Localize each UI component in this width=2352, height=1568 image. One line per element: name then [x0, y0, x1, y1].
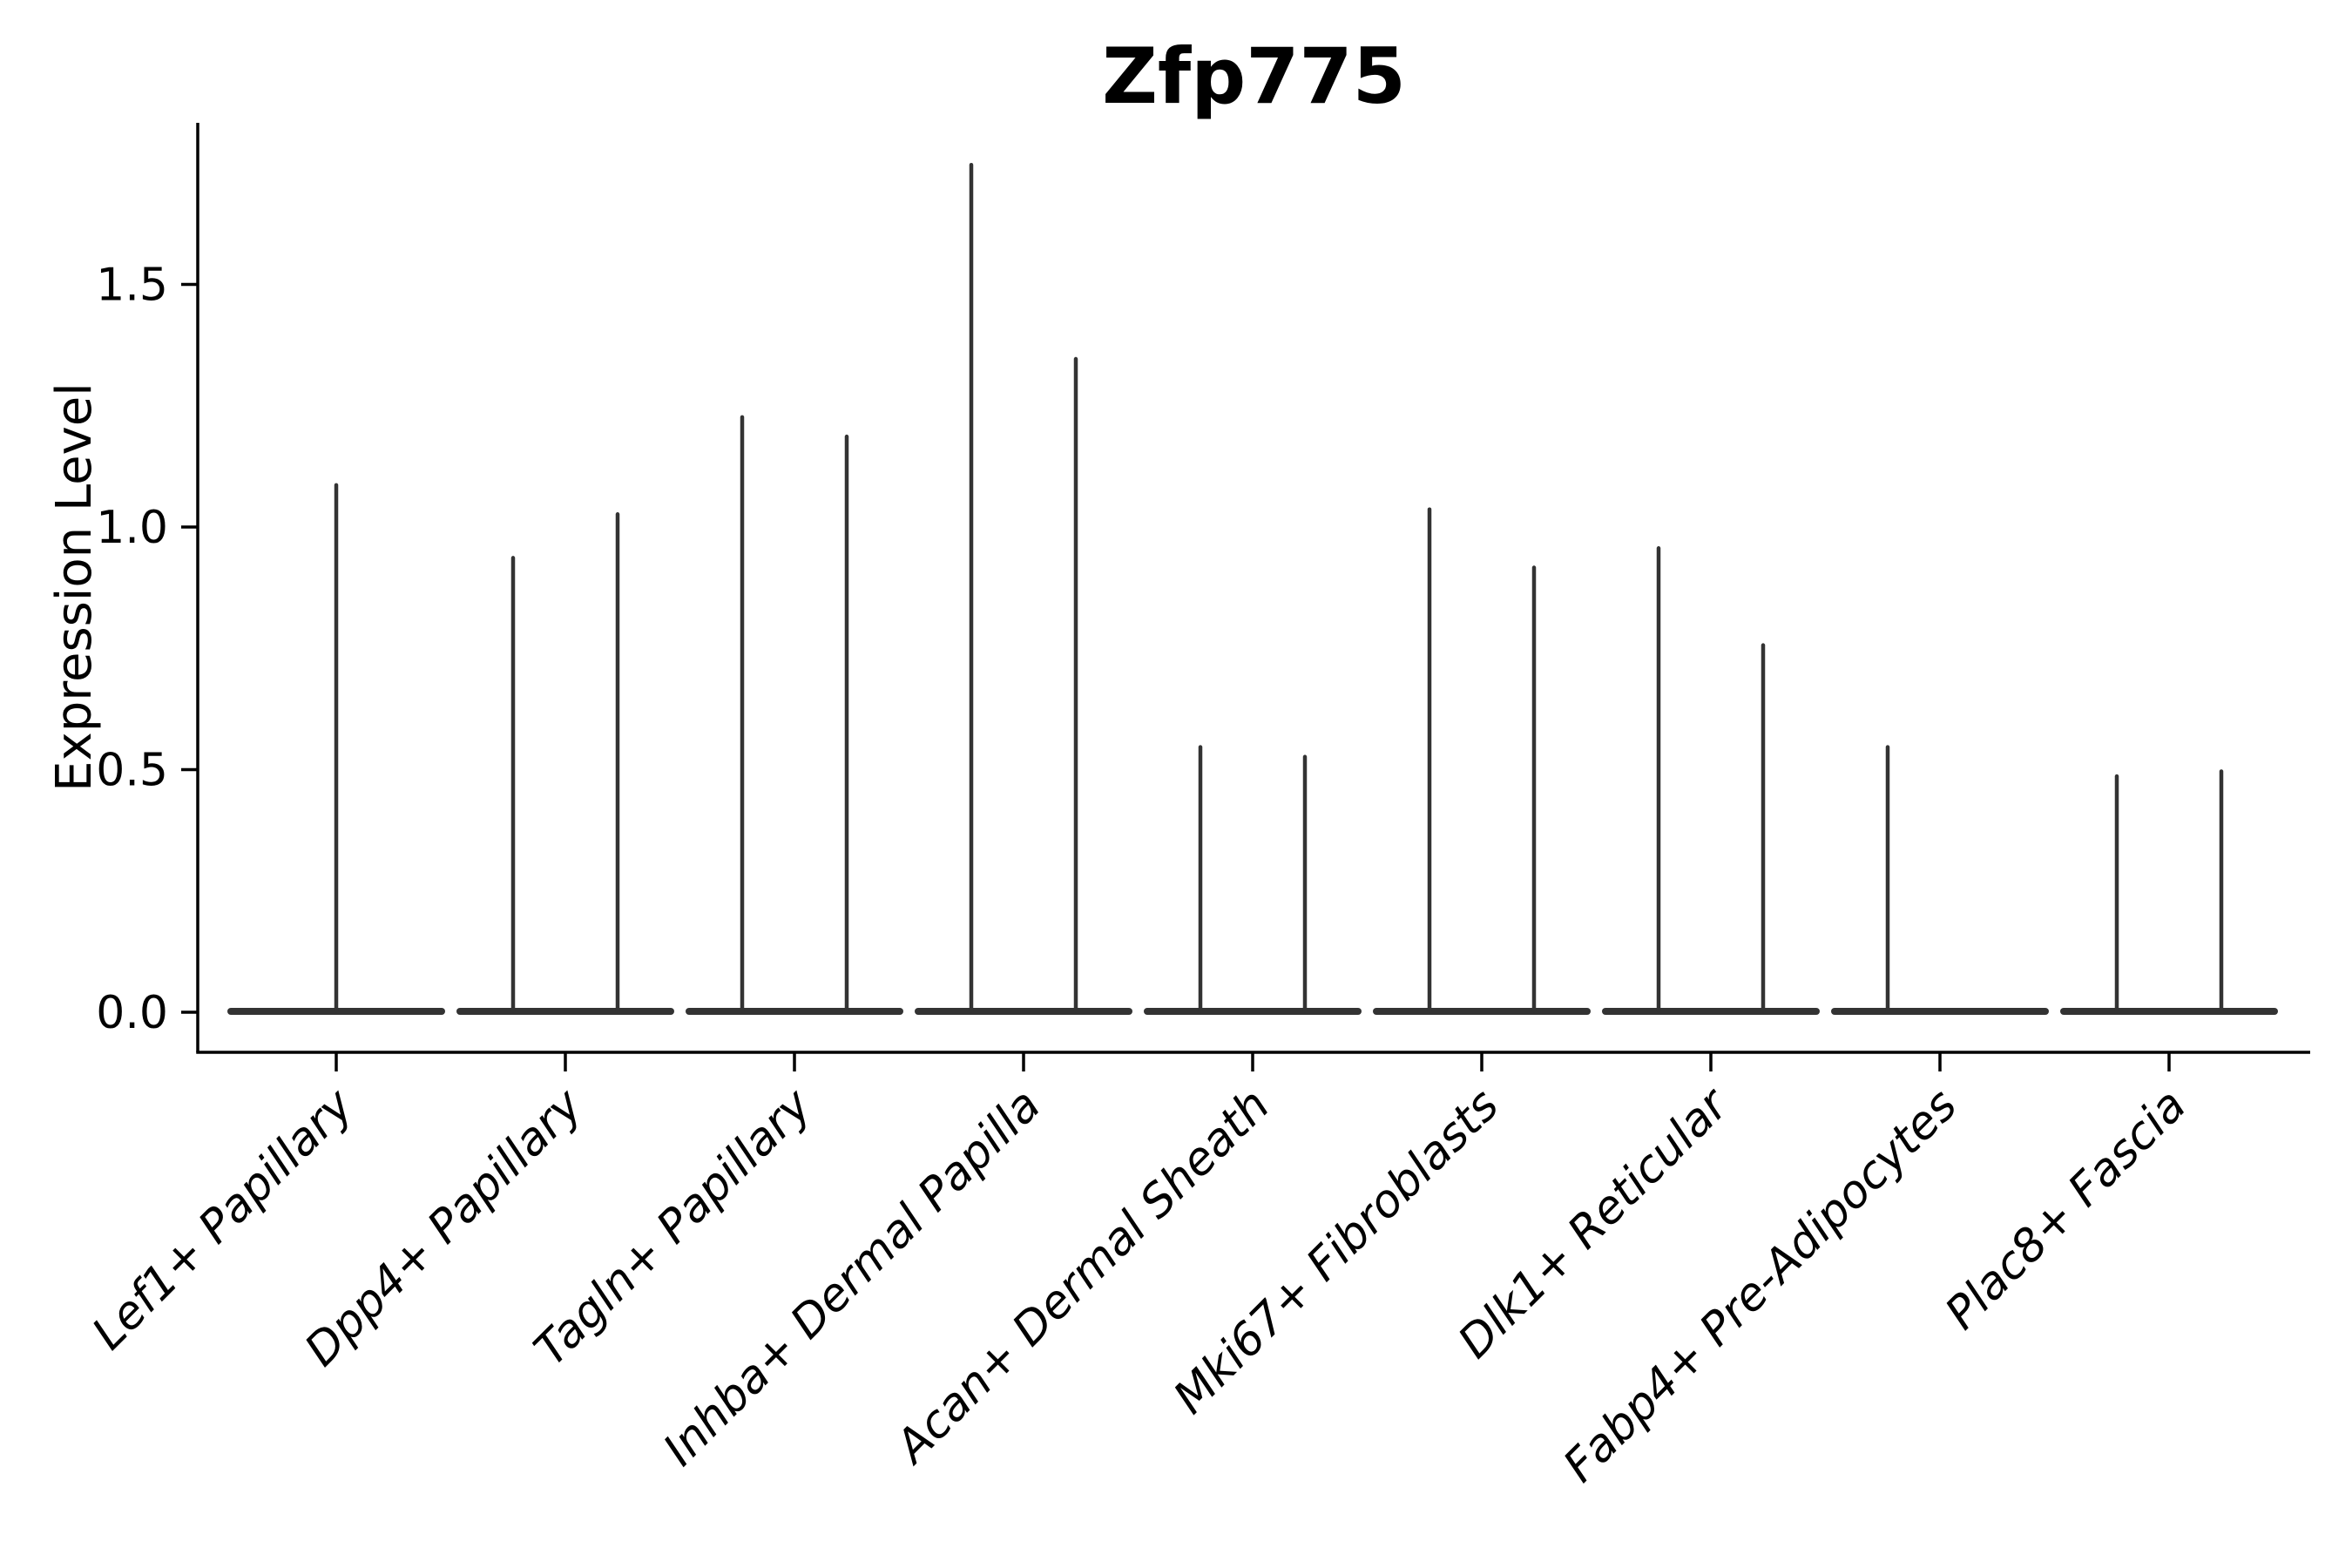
y-tick-label: 1.5 — [96, 260, 168, 312]
y-tick-label: 0.0 — [96, 987, 168, 1039]
y-tick-label: 1.0 — [96, 502, 168, 554]
x-tick-label: Acan+ Dermal Sheath — [884, 1079, 1280, 1475]
x-tick-label: Inhba+ Dermal Papilla — [653, 1079, 1051, 1477]
chart-title: Zfp775 — [1102, 31, 1406, 121]
x-tick-label: Fabp4+ Pre-Adipocytes — [1554, 1079, 1968, 1493]
x-tick-label: Plac8+ Fascia — [1936, 1079, 2196, 1340]
y-tick-label: 0.5 — [96, 745, 168, 797]
